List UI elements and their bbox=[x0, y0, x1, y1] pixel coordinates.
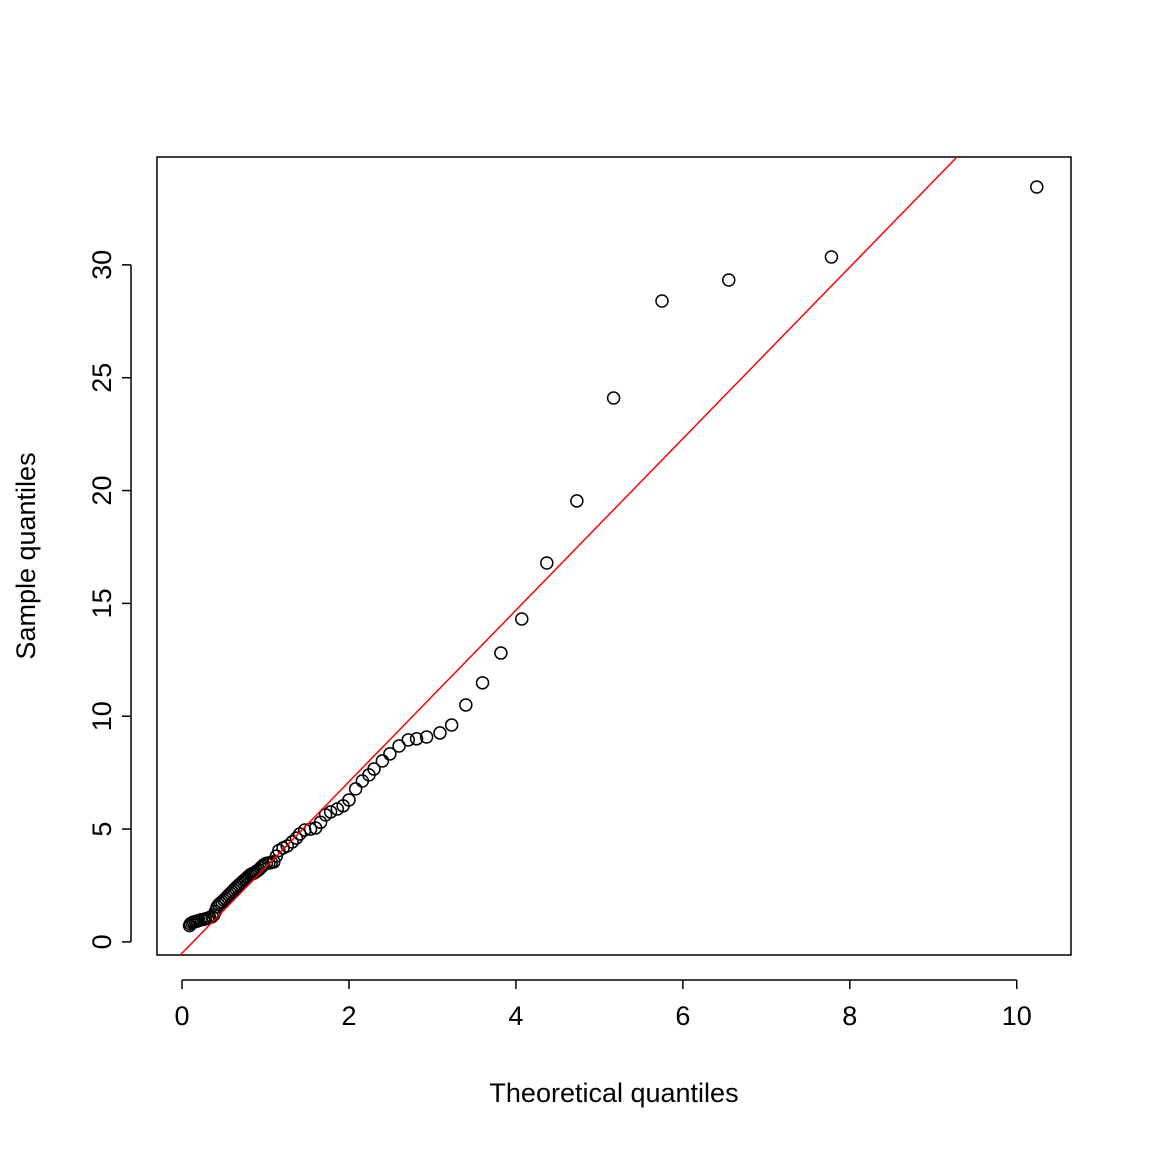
x-tick-label: 0 bbox=[175, 1001, 190, 1031]
plot-box bbox=[156, 156, 1072, 956]
y-tick-label: 10 bbox=[87, 701, 117, 731]
y-tick-label: 25 bbox=[87, 363, 117, 393]
point bbox=[722, 273, 736, 287]
point bbox=[392, 739, 406, 753]
point bbox=[297, 823, 312, 837]
y-tick-label: 30 bbox=[87, 250, 117, 280]
x-tick-label: 6 bbox=[675, 1001, 690, 1031]
point bbox=[323, 805, 338, 819]
y-tick-label: 15 bbox=[87, 588, 117, 618]
point bbox=[515, 612, 529, 626]
x-tick-label: 8 bbox=[842, 1001, 857, 1031]
point bbox=[303, 822, 318, 836]
point bbox=[655, 294, 669, 308]
point bbox=[401, 733, 415, 747]
point bbox=[444, 718, 459, 732]
point bbox=[494, 646, 508, 660]
point bbox=[383, 747, 397, 761]
point bbox=[255, 859, 269, 874]
y-tick-label: 20 bbox=[87, 476, 117, 506]
point bbox=[375, 754, 390, 768]
point bbox=[433, 726, 447, 740]
point bbox=[606, 391, 621, 405]
point bbox=[409, 732, 424, 746]
point bbox=[367, 762, 381, 776]
y-tick-label: 0 bbox=[87, 934, 117, 949]
point bbox=[540, 556, 554, 570]
x-tick-label: 10 bbox=[1002, 1001, 1032, 1031]
point bbox=[475, 676, 490, 690]
y-axis-title: Sample quantiles bbox=[11, 452, 41, 659]
point bbox=[419, 730, 434, 744]
point bbox=[1030, 180, 1044, 194]
point bbox=[289, 831, 304, 845]
point bbox=[342, 793, 356, 807]
x-tick-label: 2 bbox=[341, 1001, 356, 1031]
point bbox=[313, 815, 328, 830]
point bbox=[348, 782, 363, 796]
point bbox=[824, 250, 839, 264]
point bbox=[459, 698, 473, 712]
reference-line bbox=[179, 157, 959, 955]
plot-area bbox=[179, 157, 1044, 955]
x-tick-label: 4 bbox=[508, 1001, 523, 1031]
point bbox=[570, 494, 584, 508]
x-axis-title: Theoretical quantiles bbox=[489, 1078, 738, 1108]
y-tick-label: 5 bbox=[87, 822, 117, 837]
point bbox=[285, 835, 299, 849]
